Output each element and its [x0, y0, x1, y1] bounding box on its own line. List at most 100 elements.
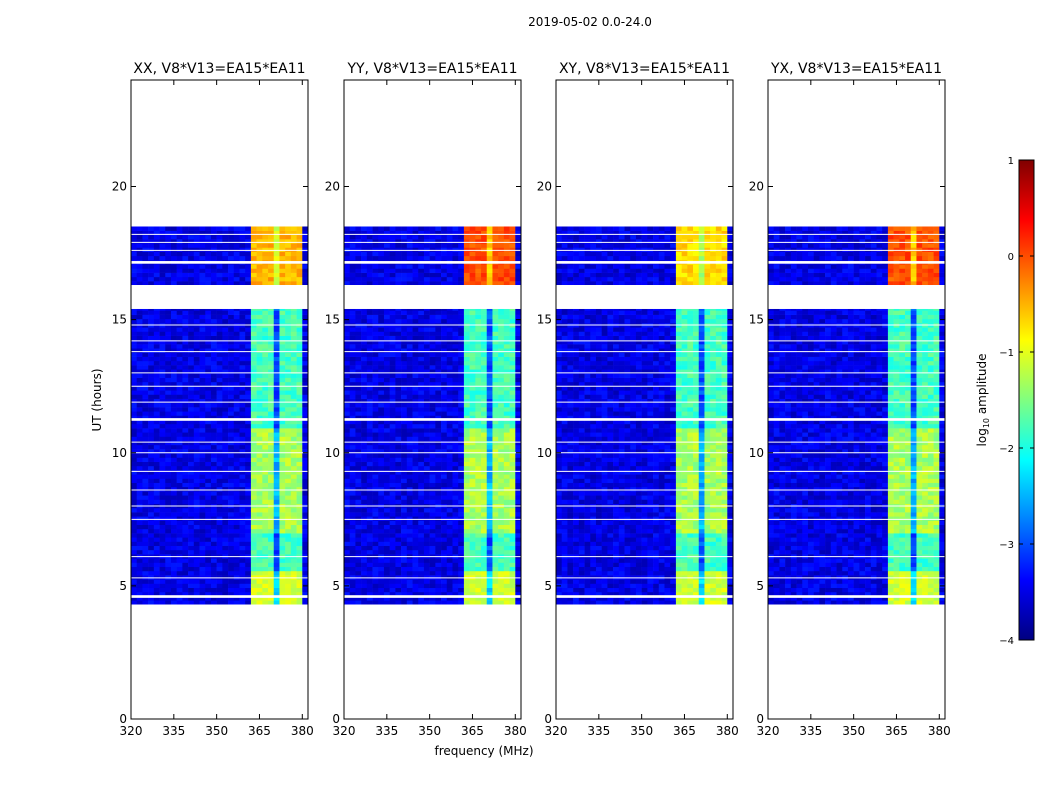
heatmap-cell — [395, 528, 402, 534]
heatmap-cell — [302, 528, 308, 534]
heatmap-cell — [492, 566, 499, 572]
heatmap-cell — [503, 558, 510, 563]
heatmap-cell — [395, 507, 402, 513]
heatmap-cell — [216, 491, 223, 496]
heatmap-cell — [423, 339, 430, 345]
heatmap-cell — [233, 461, 240, 467]
heatmap-cell — [182, 436, 189, 441]
heatmap-cell — [406, 390, 413, 395]
heatmap-cell — [142, 478, 149, 483]
heatmap-cell — [210, 566, 217, 572]
heatmap-cell — [136, 444, 143, 450]
heatmap-cell — [159, 474, 166, 479]
heatmap-cell — [383, 562, 390, 567]
heatmap-cell — [492, 411, 499, 416]
heatmap-cell — [344, 587, 351, 593]
heatmap-cell — [222, 369, 229, 374]
heatmap-cell — [188, 537, 195, 542]
heatmap-cell — [463, 507, 470, 513]
heatmap-cell — [250, 444, 257, 450]
heatmap-cell — [441, 373, 448, 378]
heatmap-cell — [193, 512, 200, 517]
heatmap-cell — [268, 390, 275, 395]
heatmap-cell — [210, 327, 217, 332]
heatmap-cell — [290, 314, 297, 320]
heatmap-cell — [435, 499, 442, 504]
heatmap-cell — [349, 398, 356, 404]
heatmap-cell — [239, 419, 246, 425]
heatmap-cell — [389, 373, 396, 378]
heatmap-cell — [268, 482, 275, 488]
heatmap-cell — [148, 411, 155, 416]
heatmap-cell — [159, 533, 166, 538]
heatmap-cell — [153, 230, 160, 236]
heatmap-cell — [503, 390, 510, 395]
heatmap-cell — [245, 373, 252, 378]
heatmap-cell — [418, 562, 425, 567]
heatmap-cell — [205, 335, 212, 341]
heatmap-cell — [148, 402, 155, 408]
heatmap-cell — [228, 562, 235, 567]
heatmap-cell — [378, 327, 385, 332]
heatmap-cell — [355, 512, 362, 517]
heatmap-cell — [509, 570, 516, 576]
heatmap-cell — [378, 394, 385, 399]
heatmap-cell — [296, 264, 303, 269]
heatmap-cell — [182, 243, 189, 248]
heatmap-cell — [302, 356, 308, 362]
heatmap-cell — [302, 226, 308, 231]
heatmap-cell — [302, 255, 308, 261]
heatmap-cell — [170, 339, 177, 345]
heatmap-cell — [395, 415, 402, 420]
heatmap-cell — [498, 570, 505, 576]
heatmap-cell — [290, 386, 297, 391]
heatmap-cell — [273, 335, 280, 341]
heatmap-cell — [389, 348, 396, 353]
heatmap-cell — [463, 327, 470, 332]
heatmap-cell — [361, 596, 368, 601]
heatmap-cell — [228, 440, 235, 446]
heatmap-cell — [366, 583, 373, 589]
heatmap-cell — [222, 545, 229, 551]
heatmap-cell — [136, 268, 143, 273]
heatmap-cell — [199, 549, 206, 555]
heatmap-cell — [233, 402, 240, 408]
heatmap-cell — [395, 566, 402, 572]
heatmap-cell — [136, 440, 143, 446]
heatmap-cell — [176, 499, 183, 504]
heatmap-cell — [193, 356, 200, 362]
heatmap-cell — [256, 465, 263, 471]
heatmap-cell — [486, 566, 493, 572]
heatmap-cell — [395, 486, 402, 492]
heatmap-cell — [193, 600, 200, 605]
heatmap-cell — [302, 419, 308, 425]
heatmap-cell — [285, 444, 292, 450]
heatmap-cell — [165, 507, 172, 513]
heatmap-cell — [136, 398, 143, 404]
heatmap-cell — [349, 432, 356, 437]
heatmap-cell — [361, 491, 368, 496]
heatmap-cell — [210, 562, 217, 567]
heatmap-cell — [153, 486, 160, 492]
heatmap-cell — [469, 575, 476, 580]
heatmap-cell — [228, 583, 235, 589]
heatmap-cell — [395, 373, 402, 378]
heatmap-cell — [131, 415, 138, 420]
heatmap-cell — [153, 432, 160, 437]
heatmap-cell — [142, 587, 149, 593]
heatmap-cell — [503, 524, 510, 530]
heatmap-cell — [233, 524, 240, 530]
heatmap-cell — [199, 314, 206, 320]
heatmap-cell — [256, 436, 263, 441]
heatmap-cell — [366, 533, 373, 538]
heatmap-cell — [256, 507, 263, 513]
heatmap-cell — [395, 419, 402, 425]
heatmap-cell — [193, 558, 200, 563]
heatmap-cell — [481, 583, 488, 589]
heatmap-cell — [498, 537, 505, 542]
heatmap-cell — [148, 524, 155, 530]
heatmap-cell — [131, 411, 138, 416]
heatmap-cell — [302, 352, 308, 357]
heatmap-cell — [148, 352, 155, 357]
heatmap-cell — [233, 432, 240, 437]
